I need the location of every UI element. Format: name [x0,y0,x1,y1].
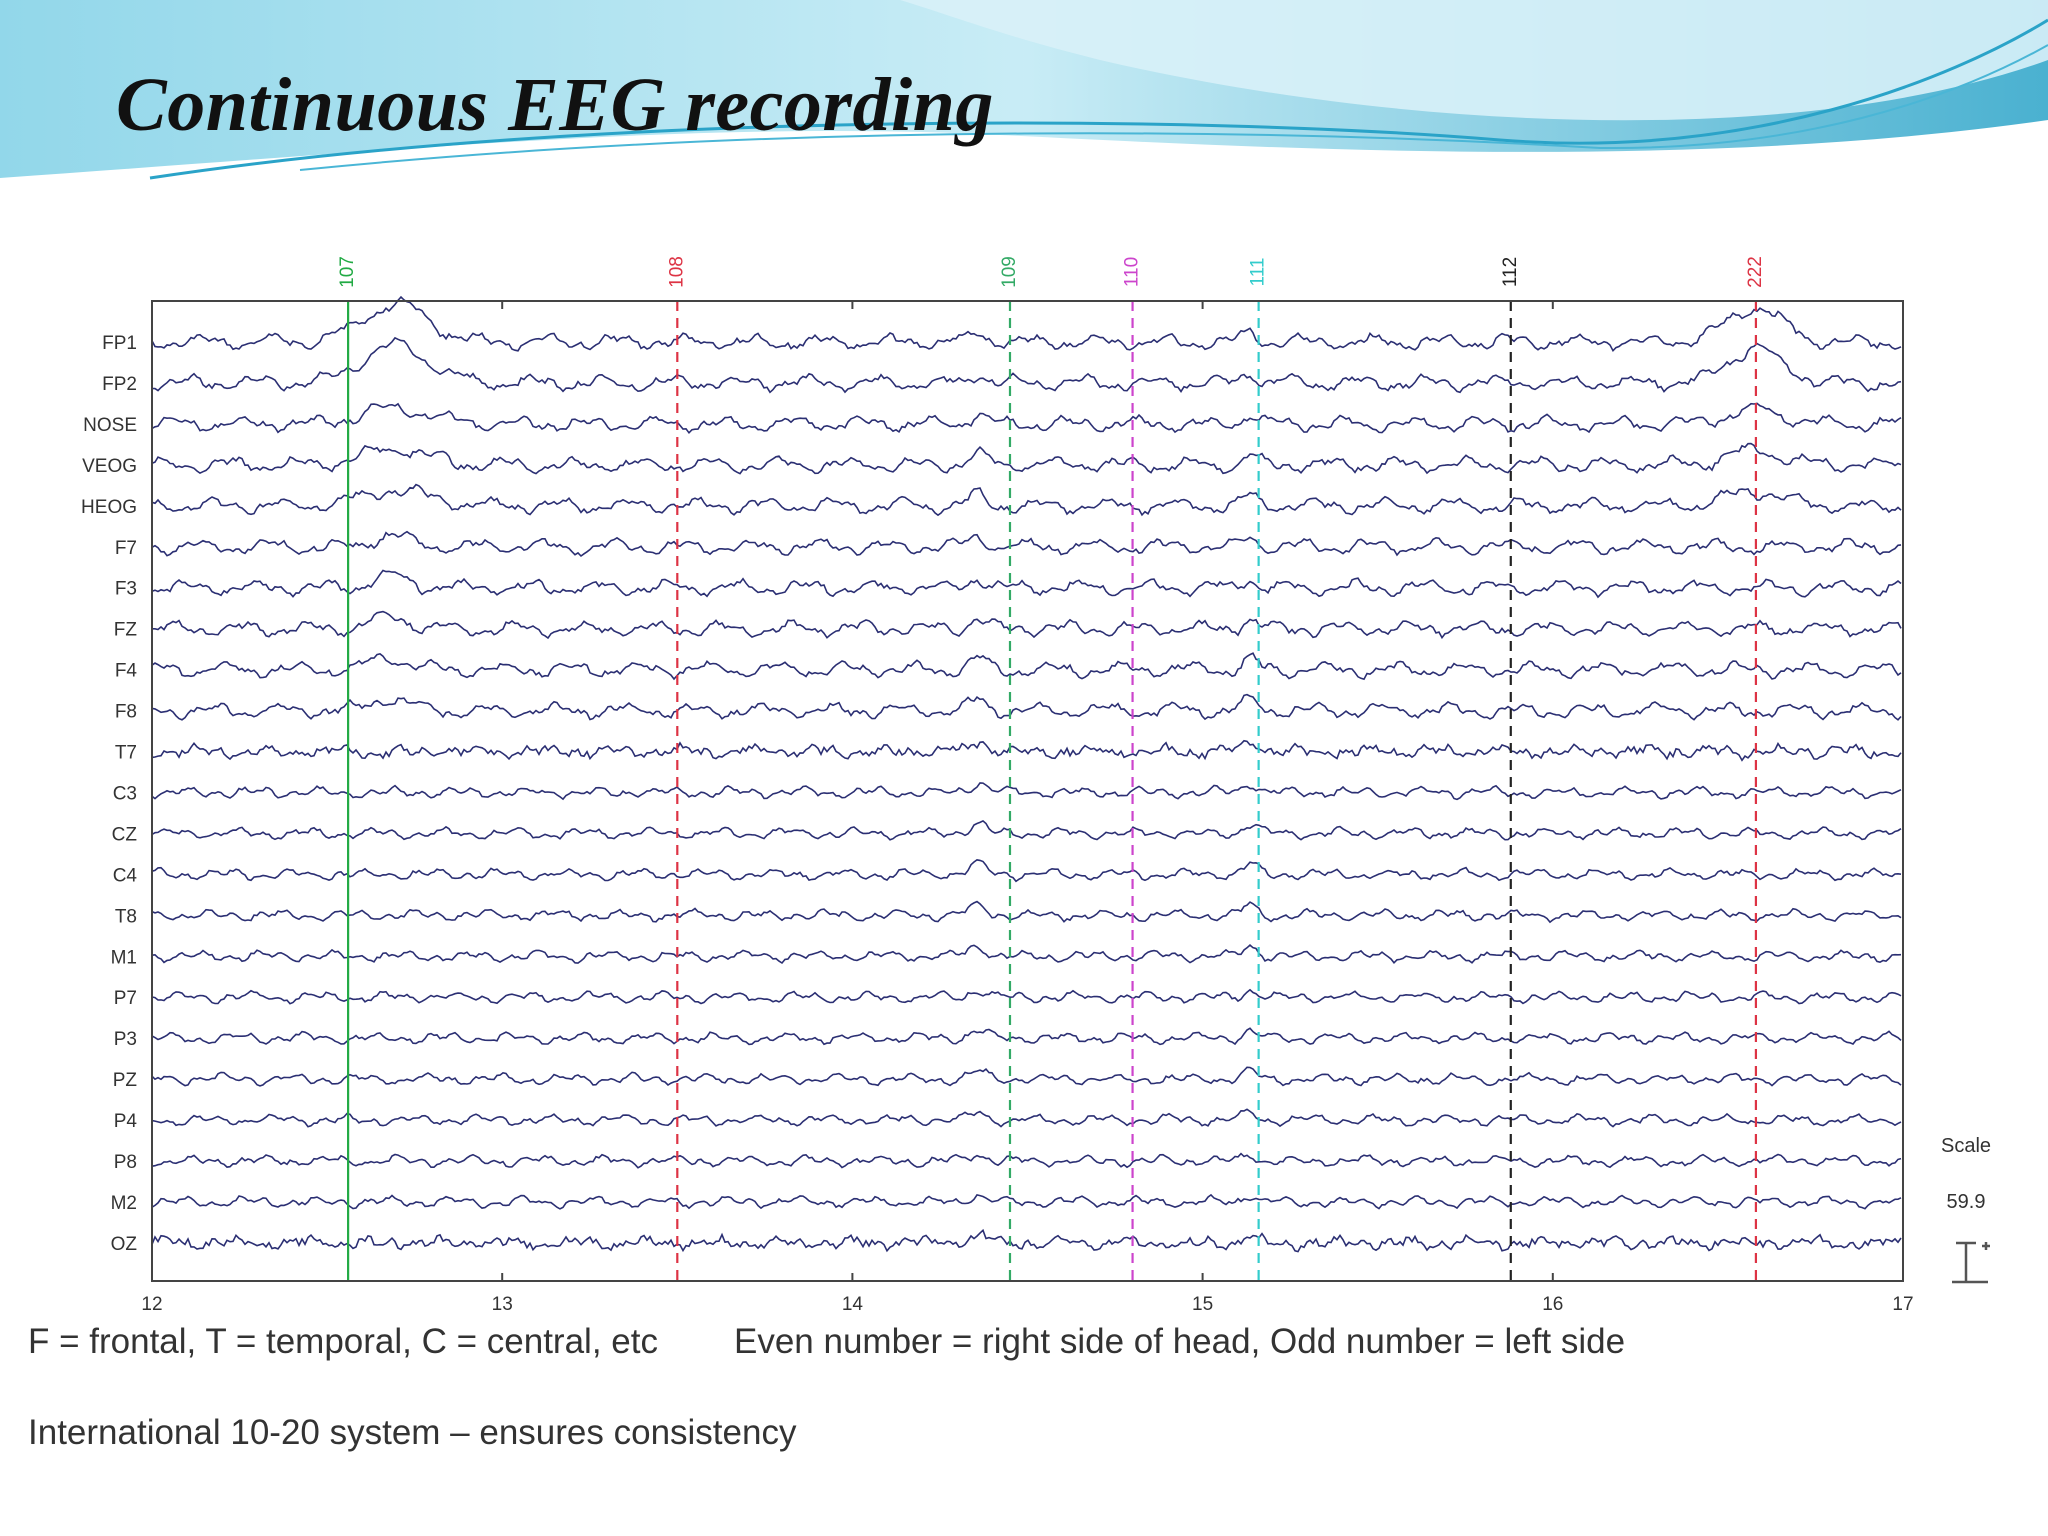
eeg-trace-fz [152,610,1902,640]
scale-bar-icon [1952,1241,1990,1284]
channel-label: PZ [113,1070,138,1091]
eeg-trace-p4 [151,1108,1902,1128]
channel-label: F3 [115,579,137,600]
channel-label: T8 [115,906,137,927]
channel-label: F4 [115,661,138,682]
channel-label: C3 [113,783,137,804]
x-tick-label: 17 [1892,1294,1913,1315]
eeg-trace-cz [151,819,1902,841]
channel-label: P7 [114,988,137,1009]
channel-label: M1 [111,947,137,968]
channel-label: F7 [115,538,137,559]
channel-labels: FP1 FP2 NOSE VEOG HEOG F7 F3 FZ F4 F8 T7 C3 CZ C4 T8 M1… [81,333,137,1255]
event-label: 111 [1248,258,1269,287]
x-tick-label: 16 [1542,1294,1563,1315]
caption-system: International 10-20 system – ensures con… [28,1413,797,1452]
eeg-trace-veog [151,442,1902,475]
scale-label: Scale [1941,1135,1991,1157]
scale-value: 59.9 [1947,1191,1986,1213]
caption-lobes: F = frontal, T = temporal, C = central, … [28,1322,658,1361]
channel-label: P4 [114,1111,138,1132]
caption-sides: Even number = right side of head, Odd nu… [734,1322,1626,1361]
x-tick-label: 12 [141,1294,162,1315]
eeg-trace-f7 [151,530,1902,558]
channel-label: T7 [115,743,137,764]
channel-label: OZ [111,1234,138,1255]
eeg-trace-p7 [151,988,1902,1005]
header-banner [0,0,2048,180]
channel-label: NOSE [83,415,137,436]
eeg-trace-m2 [151,1193,1902,1210]
x-tick-label: 15 [1192,1294,1213,1315]
channel-label: M2 [111,1193,137,1214]
eeg-trace-fp1 [151,295,1902,353]
event-label: 108 [666,256,687,288]
eeg-trace-heog [151,483,1902,517]
eeg-traces [151,295,1902,1253]
x-tick-label: 13 [492,1294,513,1315]
eeg-trace-f3 [151,569,1902,599]
channel-label: CZ [112,824,138,845]
eeg-trace-c4 [151,859,1902,883]
eeg-trace-p3 [151,1027,1902,1046]
eeg-trace-oz [151,1228,1902,1253]
channel-label: FP1 [102,333,137,354]
channel-label: C4 [113,865,138,886]
eeg-trace-p8 [151,1152,1902,1169]
event-label: 112 [1500,257,1521,287]
eeg-trace-f4 [151,652,1902,681]
eeg-trace-m1 [151,944,1902,965]
slide-title: Continuous EEG recording [116,63,994,147]
plot-frame [151,300,1904,1282]
channel-label: P8 [114,1152,137,1173]
event-label: 107 [337,256,358,288]
event-label: 109 [999,256,1020,288]
eeg-trace-c3 [151,782,1902,801]
channel-label: FZ [114,620,138,641]
eeg-trace-nose [151,402,1902,435]
channel-label: HEOG [81,497,137,518]
eeg-trace-pz [151,1066,1902,1087]
channel-label: VEOG [82,456,137,477]
event-label: 110 [1122,257,1143,287]
eeg-trace-t8 [151,900,1902,924]
x-tick-label: 14 [842,1294,864,1315]
eeg-trace-f8 [151,693,1902,721]
eeg-trace-fp2 [151,336,1902,394]
channel-label: F8 [115,702,137,723]
x-axis-ticks: 12 13 14 15 16 17 [141,301,1914,1315]
event-label: 222 [1745,256,1766,288]
eeg-trace-t7 [151,739,1902,762]
event-markers: 107 108 109 110 111 112 222 [337,256,1766,1281]
channel-label: P3 [114,1029,137,1050]
channel-label: FP2 [102,374,137,395]
